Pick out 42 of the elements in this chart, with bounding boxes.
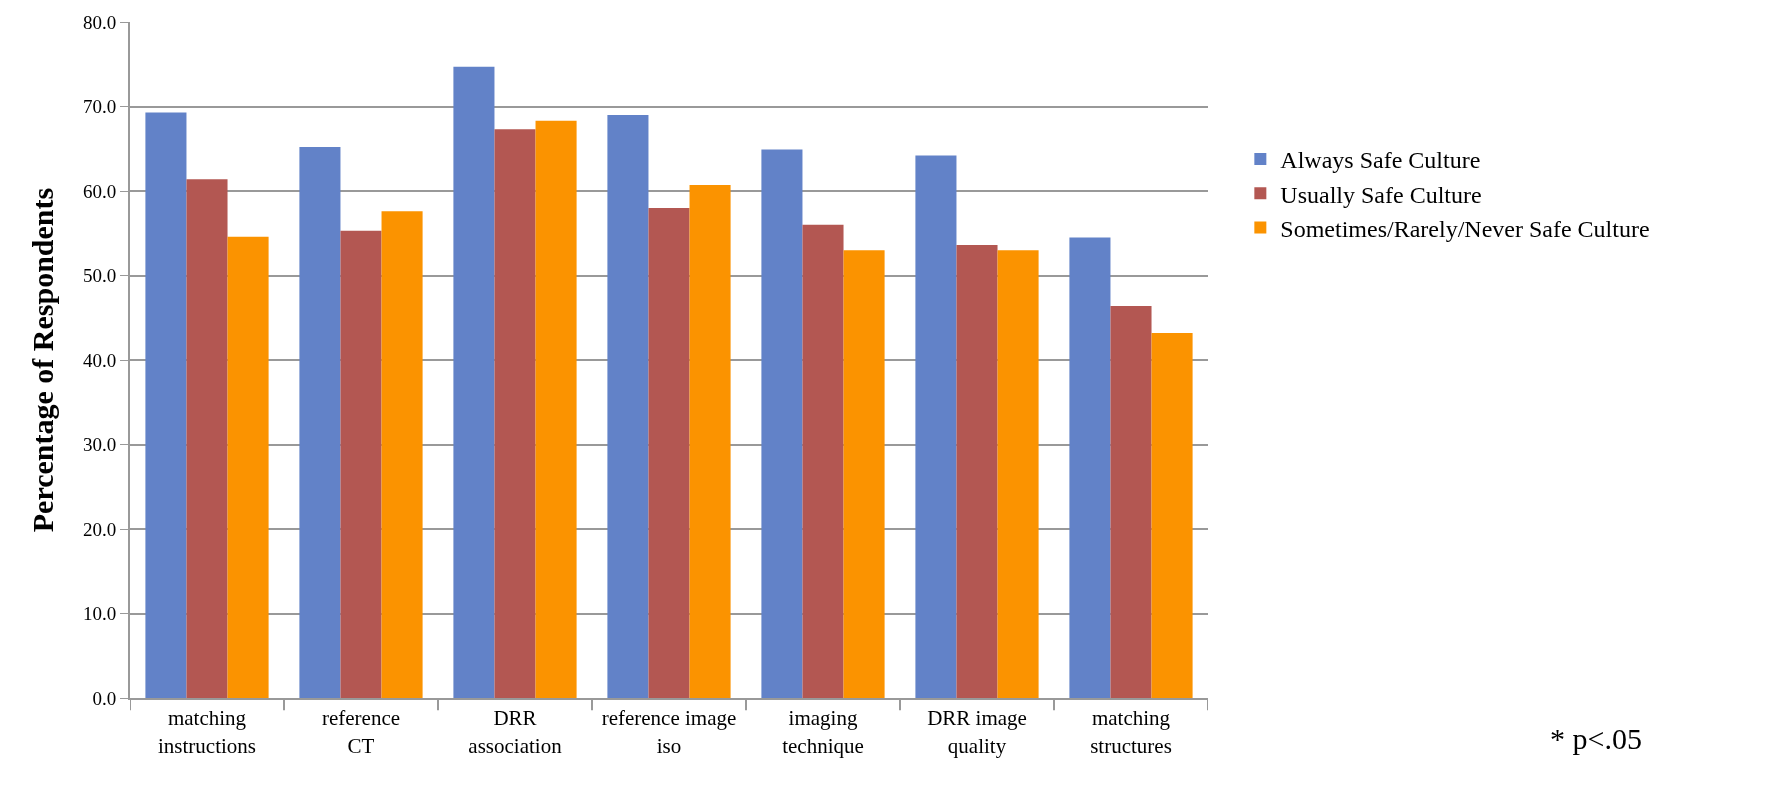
x-tick-label: imaging technique <box>782 706 864 758</box>
bar <box>1110 305 1152 698</box>
x-tick-label: reference CT <box>321 706 401 758</box>
y-tick-label: 30.0 <box>82 434 117 456</box>
bar <box>607 114 649 698</box>
bar <box>802 224 844 698</box>
legend-label: Always Safe Culture <box>1280 147 1481 174</box>
bar <box>494 129 536 698</box>
bar <box>956 245 998 698</box>
y-tick-label: 60.0 <box>82 180 117 202</box>
bar <box>1151 332 1193 698</box>
legend-label: Usually Safe Culture <box>1280 181 1482 208</box>
text: * p<.05 <box>1550 722 1642 755</box>
bar <box>227 236 269 698</box>
y-tick-label: 0.0 <box>92 687 117 709</box>
bar <box>535 120 577 698</box>
x-tick-label: DRR association <box>468 706 563 758</box>
bar <box>648 207 690 698</box>
x-tick-label: DRR image quality <box>927 706 1027 758</box>
bar <box>1069 237 1111 698</box>
y-tick-label: 40.0 <box>82 349 117 371</box>
bar <box>915 155 957 698</box>
bar <box>689 185 731 698</box>
bar <box>145 112 187 698</box>
y-tick-label: 10.0 <box>82 603 117 625</box>
bar <box>299 147 341 698</box>
y-axis-title: Percentage of Respondents <box>26 187 60 533</box>
bar <box>340 230 382 698</box>
y-tick-label: 20.0 <box>82 518 117 540</box>
x-tick-label: reference image iso <box>601 706 737 758</box>
bar <box>186 179 228 698</box>
y-tick-label: 70.0 <box>82 96 117 118</box>
bar <box>453 66 495 698</box>
y-tick-label: 80.0 <box>82 11 117 33</box>
bar <box>381 211 423 698</box>
bar <box>761 149 803 698</box>
bar <box>843 250 885 698</box>
y-tick-label: 50.0 <box>82 265 117 287</box>
bar <box>997 250 1039 698</box>
x-tick-label: matching structures <box>1090 706 1172 758</box>
legend-label: Sometimes/Rarely/Never Safe Culture <box>1280 215 1650 242</box>
x-tick-label: matching instructions <box>158 706 256 758</box>
